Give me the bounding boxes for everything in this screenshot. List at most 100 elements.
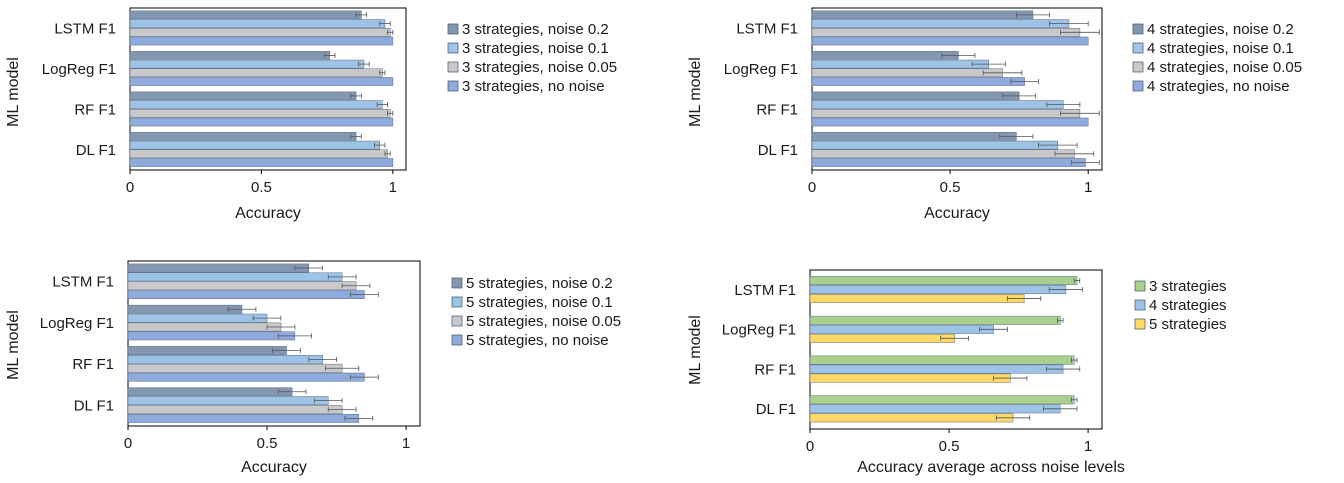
legend-swatch xyxy=(1132,61,1144,73)
bar xyxy=(127,355,323,364)
legend-entry: 5 strategies, noise 0.1 xyxy=(466,294,613,311)
bar xyxy=(129,19,386,28)
bar xyxy=(811,132,1017,141)
bar xyxy=(129,117,394,127)
bar xyxy=(811,59,990,69)
legend-swatch xyxy=(1134,299,1146,311)
bar xyxy=(809,413,1014,423)
legend-swatch xyxy=(1132,80,1144,92)
bar xyxy=(811,19,1070,28)
bar xyxy=(129,100,383,109)
x-axis-label: Accuracy xyxy=(235,205,301,222)
bar xyxy=(127,372,365,382)
chart-panel-3: LSTM F1 LogReg F1 RF F1 DL F1 0 0.5 1 Accuracy M… xyxy=(5,260,621,476)
bar xyxy=(127,363,343,373)
x-tick-label: 1 xyxy=(1084,438,1092,455)
bar xyxy=(127,387,293,397)
bar xyxy=(129,91,357,101)
legend-swatch xyxy=(1132,23,1144,35)
bar xyxy=(811,36,1089,46)
bar xyxy=(129,77,394,86)
plot-frame xyxy=(127,260,421,427)
y-tick-label: DL F1 xyxy=(758,142,798,159)
legend-entry: 4 strategies xyxy=(1149,297,1227,314)
legend-entry: 3 strategies xyxy=(1149,278,1227,295)
bar xyxy=(127,290,365,300)
bar xyxy=(809,364,1064,374)
legend: 4 strategies, noise 0.2 4 strategies, noi… xyxy=(1132,21,1302,95)
bar xyxy=(811,10,1034,20)
x-tick-label: 0.5 xyxy=(257,435,278,452)
legend-swatch xyxy=(447,61,459,73)
chart-panel-2: LSTM F1 LogReg F1 RF F1 DL F1 0 0.5 1 Accuracy M… xyxy=(687,7,1302,222)
x-axis-label: Accuracy xyxy=(924,205,990,222)
y-tick-label: LSTM F1 xyxy=(734,282,796,299)
bar xyxy=(811,140,1059,150)
legend-entry: 4 strategies, no noise xyxy=(1147,78,1290,95)
x-tick-label: 0.5 xyxy=(251,179,272,196)
bar xyxy=(809,373,1011,383)
x-axis-label: Accuracy average across noise levels xyxy=(857,459,1125,476)
y-tick-label: LogReg F1 xyxy=(722,322,796,339)
bar xyxy=(809,294,1025,304)
bar xyxy=(127,331,296,341)
y-axis-label: ML model xyxy=(687,315,704,385)
bar xyxy=(127,313,268,323)
bar xyxy=(809,285,1067,295)
bar xyxy=(129,10,362,20)
legend-swatch xyxy=(451,334,463,346)
legend-swatch xyxy=(451,277,463,289)
bar xyxy=(129,132,357,141)
x-axis-label: Accuracy xyxy=(241,459,307,476)
bar xyxy=(127,413,360,423)
bar xyxy=(811,109,1081,118)
bar xyxy=(811,149,1075,159)
bar xyxy=(129,149,388,159)
legend-entry: 5 strategies xyxy=(1149,316,1227,333)
legend-entry: 4 strategies, noise 0.2 xyxy=(1147,21,1294,38)
bar xyxy=(811,77,1025,86)
y-tick-label: LogReg F1 xyxy=(40,315,114,332)
bar xyxy=(129,158,394,167)
bar xyxy=(809,404,1061,414)
legend: 3 strategies, noise 0.2 3 strategies, noi… xyxy=(447,21,617,95)
bar xyxy=(129,28,391,37)
legend-swatch xyxy=(451,296,463,308)
x-tick-label: 1 xyxy=(402,435,410,452)
bar xyxy=(811,158,1086,167)
legend-swatch xyxy=(1132,42,1144,54)
bar xyxy=(127,304,243,314)
y-tick-label: DL F1 xyxy=(74,397,114,414)
y-tick-label: RF F1 xyxy=(74,101,116,118)
bar xyxy=(811,68,1003,78)
legend: 3 strategies 4 strategies 5 strategies xyxy=(1134,278,1227,333)
y-tick-label: LSTM F1 xyxy=(52,274,114,291)
bar xyxy=(809,355,1075,365)
legend-entry: 4 strategies, noise 0.05 xyxy=(1147,59,1302,76)
bar xyxy=(127,281,357,291)
legend-swatch xyxy=(451,315,463,327)
y-tick-label: LSTM F1 xyxy=(54,20,116,37)
bar xyxy=(811,117,1089,127)
bar xyxy=(129,51,331,60)
y-tick-label: LogReg F1 xyxy=(724,61,798,78)
y-tick-label: LogReg F1 xyxy=(42,61,116,78)
bar xyxy=(809,395,1075,405)
legend-swatch xyxy=(447,80,459,92)
y-tick-label: RF F1 xyxy=(754,361,796,378)
plot-frame xyxy=(811,7,1103,171)
legend-swatch xyxy=(447,23,459,35)
legend-entry: 5 strategies, no noise xyxy=(466,332,609,349)
legend-entry: 3 strategies, no noise xyxy=(462,78,605,95)
x-tick-label: 0.5 xyxy=(939,438,960,455)
x-tick-label: 1 xyxy=(1084,179,1092,196)
legend-entry: 5 strategies, noise 0.05 xyxy=(466,313,621,330)
bar xyxy=(809,324,994,334)
x-tick-label: 0 xyxy=(126,179,134,196)
bar xyxy=(129,140,380,150)
bar xyxy=(811,100,1064,109)
legend-swatch xyxy=(447,42,459,54)
legend-entry: 3 strategies, noise 0.2 xyxy=(462,21,609,38)
y-axis-label: ML model xyxy=(5,57,22,127)
